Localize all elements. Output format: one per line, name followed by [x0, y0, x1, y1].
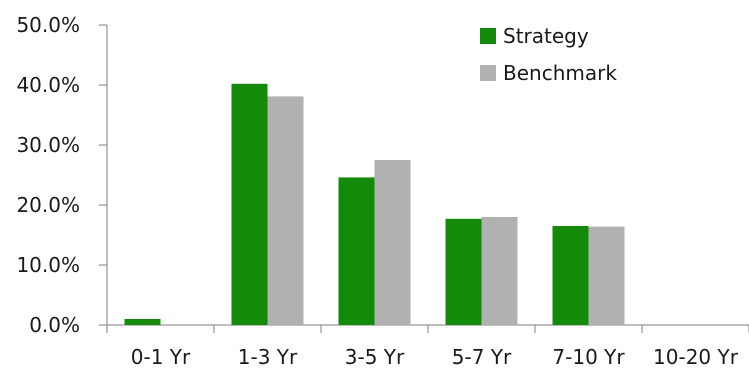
- y-tick-label: 10.0%: [16, 253, 80, 277]
- bar-strategy-0: [124, 319, 161, 325]
- bar-strategy-4: [552, 226, 589, 325]
- x-tick-label: 1-3 Yr: [238, 345, 298, 369]
- bar-strategy-1: [231, 83, 268, 325]
- x-tick-label: 10-20 Yr: [653, 345, 739, 369]
- y-tick-label: 40.0%: [16, 73, 80, 97]
- legend: Strategy Benchmark: [480, 24, 617, 85]
- bar-benchmark-3: [481, 217, 518, 325]
- legend-label-strategy: Strategy: [503, 24, 589, 48]
- bar-benchmark-2: [374, 160, 411, 325]
- bars: [124, 83, 625, 326]
- tick-labels: 0.0% 10.0% 20.0% 30.0% 40.0% 50.0% 0-1 Yr 1-3 Y…: [16, 13, 738, 369]
- axes: [99, 24, 749, 333]
- y-tick-label: 50.0%: [16, 13, 80, 37]
- legend-label-benchmark: Benchmark: [503, 61, 617, 85]
- legend-swatch-strategy: [480, 28, 496, 44]
- y-tick-label: 0.0%: [29, 313, 80, 337]
- bar-benchmark-4: [588, 226, 625, 325]
- y-tick-label: 20.0%: [16, 193, 80, 217]
- x-tick-label: 3-5 Yr: [345, 345, 405, 369]
- x-tick-label: 5-7 Yr: [452, 345, 512, 369]
- x-tick-label: 0-1 Yr: [131, 345, 191, 369]
- legend-swatch-benchmark: [480, 65, 496, 81]
- bar-strategy-3: [445, 218, 482, 325]
- x-tick-label: 7-10 Yr: [552, 345, 625, 369]
- bar-benchmark-1: [267, 96, 304, 326]
- y-tick-label: 30.0%: [16, 133, 80, 157]
- bar-strategy-2: [338, 177, 375, 325]
